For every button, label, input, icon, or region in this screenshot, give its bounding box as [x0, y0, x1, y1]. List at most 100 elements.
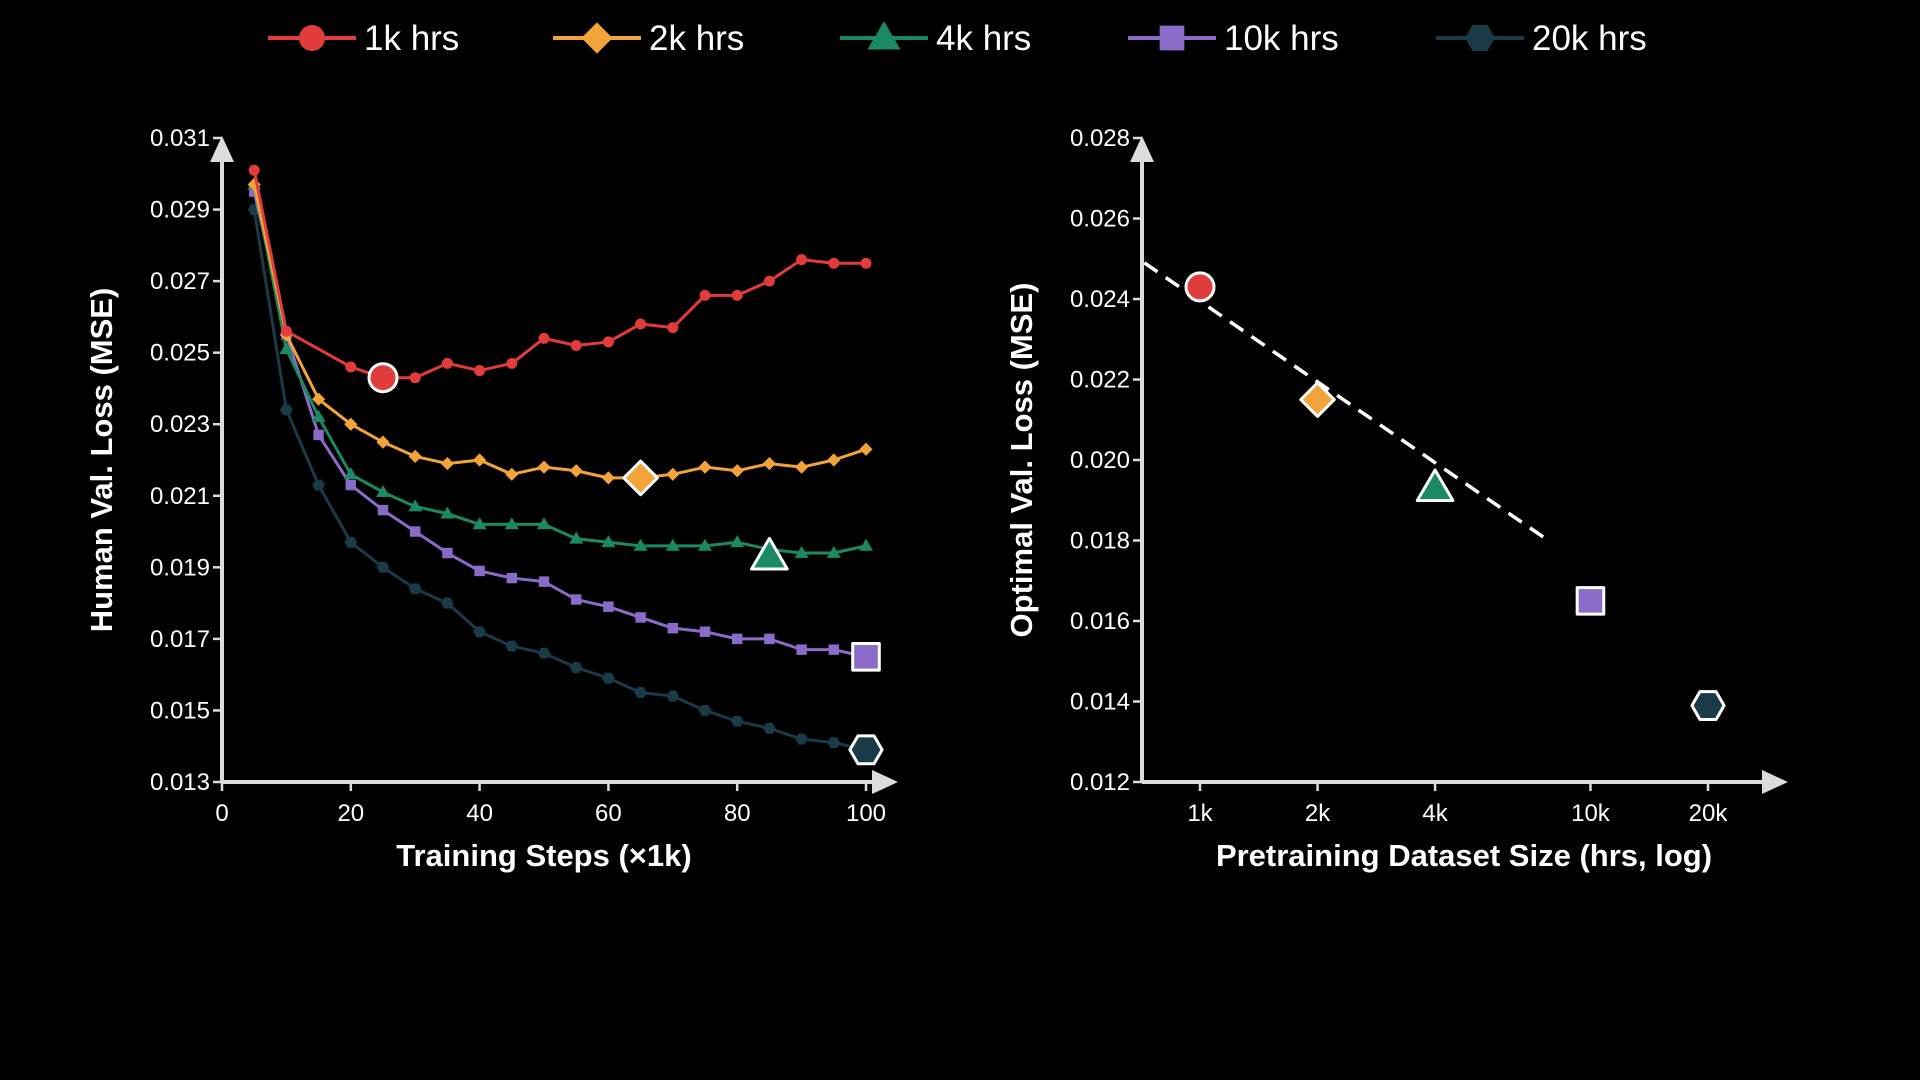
data-point — [313, 429, 324, 441]
scatter-point — [1415, 468, 1455, 503]
data-point — [795, 733, 808, 745]
data-point — [635, 612, 646, 623]
data-point — [666, 467, 680, 481]
data-point — [408, 449, 422, 464]
data-point — [601, 535, 616, 548]
data-point — [504, 517, 519, 530]
legend-label: 1k hrs — [364, 19, 459, 58]
data-point — [345, 479, 357, 491]
data-point — [506, 572, 518, 584]
scatter-point — [1299, 381, 1336, 418]
data-point — [795, 460, 809, 474]
legend: 1k hrs 2k hrs 4k hrs 10k hrs 20k hrs — [268, 19, 1647, 58]
data-point — [603, 601, 614, 612]
data-point — [697, 538, 713, 551]
data-point — [667, 622, 679, 634]
left-x-tick-label: 80 — [724, 800, 751, 827]
data-point — [666, 690, 680, 702]
right-y-tick-label: 0.024 — [1070, 286, 1130, 313]
data-point — [796, 644, 807, 655]
right-y-tick-label: 0.028 — [1070, 125, 1130, 152]
data-point — [762, 456, 776, 471]
data-point — [345, 361, 357, 373]
left-y-tick-label: 0.013 — [150, 769, 210, 796]
data-point — [279, 341, 294, 354]
data-point — [827, 453, 841, 467]
left-y-tick-label: 0.025 — [150, 340, 210, 367]
data-point — [763, 275, 775, 287]
right-y-tick-label: 0.016 — [1070, 608, 1130, 635]
legend-label: 10k hrs — [1224, 19, 1339, 58]
legend-diamond-marker — [581, 22, 613, 54]
left-y-tick-label: 0.031 — [150, 125, 210, 152]
data-point — [536, 517, 552, 530]
left-y-tick-label: 0.023 — [150, 411, 210, 438]
optimum-marker — [750, 536, 789, 571]
data-point — [376, 435, 390, 449]
data-point — [537, 460, 551, 474]
legend-triangle-marker — [867, 21, 901, 50]
data-point — [472, 517, 487, 530]
data-point — [441, 597, 454, 609]
data-point — [506, 357, 518, 369]
data-point — [698, 704, 712, 716]
data-point — [570, 340, 582, 352]
left-y-tick-label: 0.021 — [150, 483, 210, 510]
data-point — [408, 583, 422, 595]
dataset-size-chart: 0.012 0.014 0.016 0.018 0.020 0.022 0.024 0.026… — [1004, 125, 1788, 873]
data-point — [859, 442, 873, 456]
data-point — [569, 531, 584, 544]
data-point — [408, 499, 423, 512]
data-point — [634, 687, 647, 699]
right-x-tick-label: 4k — [1422, 800, 1448, 827]
legend-label: 20k hrs — [1532, 19, 1647, 58]
data-point — [731, 633, 743, 645]
right-x-tick-label: 20k — [1689, 800, 1729, 827]
legend-label: 2k hrs — [649, 19, 744, 58]
optimum-marker — [848, 734, 884, 766]
left-x-tick-label: 0 — [215, 800, 228, 827]
legend-square-marker — [1159, 25, 1185, 51]
data-point — [280, 325, 292, 337]
right-y-axis-arrow — [1130, 136, 1154, 162]
data-point — [440, 506, 455, 519]
scatter-point — [1575, 586, 1606, 616]
optimum-marker — [851, 641, 881, 672]
data-point — [311, 409, 326, 422]
data-point — [828, 644, 840, 655]
right-x-axis-arrow — [1762, 770, 1788, 794]
optimum-marker — [367, 362, 399, 394]
left-y-axis-arrow — [210, 136, 234, 162]
data-point — [505, 640, 519, 652]
left-y-axis-label: Human Val. Loss (MSE) — [84, 288, 119, 633]
right-y-tick-label: 0.018 — [1070, 528, 1130, 555]
left-x-tick-label: 20 — [337, 800, 364, 827]
data-point — [280, 404, 293, 416]
fit-line — [1143, 261, 1550, 542]
data-point — [312, 392, 326, 406]
data-point — [699, 626, 711, 637]
right-x-tick-label: 1k — [1187, 800, 1213, 827]
data-point — [602, 336, 614, 348]
data-point — [731, 289, 743, 301]
data-point — [699, 289, 711, 301]
data-point — [796, 254, 808, 266]
data-point — [440, 456, 454, 471]
data-point — [764, 633, 775, 645]
left-x-tick-label: 40 — [466, 800, 493, 827]
data-point — [538, 576, 550, 587]
data-point — [763, 722, 776, 734]
data-point — [376, 561, 390, 573]
right-y-tick-label: 0.022 — [1070, 367, 1130, 394]
data-point — [665, 538, 680, 551]
data-point — [409, 526, 421, 537]
right-y-tick-label: 0.026 — [1070, 206, 1130, 233]
right-x-axis-label: Pretraining Dataset Size (hrs, log) — [1216, 838, 1712, 873]
left-y-tick-label: 0.015 — [150, 697, 210, 724]
left-x-tick-label: 60 — [595, 800, 622, 827]
data-point — [858, 538, 874, 551]
data-point — [698, 460, 712, 474]
data-point — [409, 372, 421, 384]
data-point — [633, 538, 648, 551]
